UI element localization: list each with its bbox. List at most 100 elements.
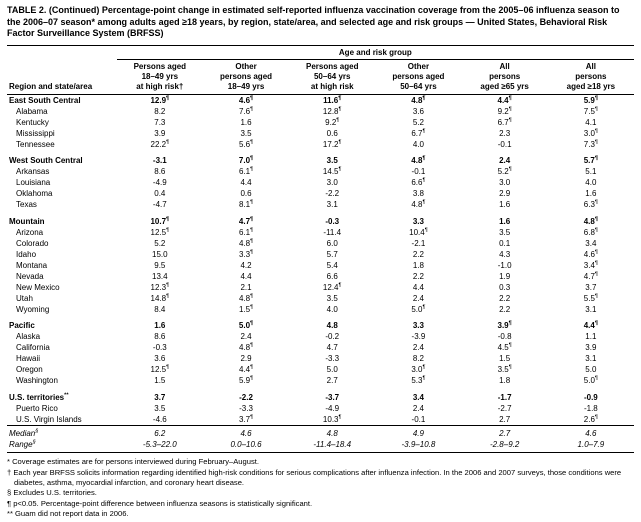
cell-value: 14.5¶: [322, 166, 342, 177]
row-label: Range§: [7, 438, 117, 454]
footnote-marker: ¶: [594, 138, 598, 145]
cell-value: 3.1: [326, 200, 338, 210]
footnote-marker: ¶: [422, 177, 426, 184]
footnote: ** Guam did not report data in 2006.: [7, 509, 129, 519]
footnote-marker: ¶: [166, 215, 170, 222]
footnote-marker: ¶: [250, 364, 254, 371]
cell-value: 4.6: [202, 425, 290, 440]
row-label: Puerto Rico: [16, 403, 58, 413]
cell-value: 22.2¶: [150, 138, 170, 149]
cell-value: 13.4: [152, 271, 168, 281]
table-header: Region and state/area Age and risk group…: [7, 45, 634, 96]
cell-value: 12.9¶: [150, 94, 170, 105]
row-label: Nevada: [16, 271, 44, 281]
cell-value: 3.3¶: [238, 248, 254, 259]
row-label: Hawaii: [16, 354, 41, 364]
cell-value: 4.4: [240, 271, 252, 281]
cell-value: 6.6: [326, 271, 338, 281]
row-label: U.S. Virgin Islands: [16, 414, 82, 424]
cell-value: 4.8¶: [238, 292, 254, 303]
cell-value: 0.4: [154, 189, 166, 199]
cell-value: 4.2: [240, 260, 252, 270]
cell-value: -2.2: [325, 189, 340, 199]
cell-value: 17.2¶: [322, 138, 342, 149]
footnote-marker: ¶: [338, 281, 342, 288]
cell-value: 1.6: [154, 321, 166, 331]
cell-value: 5.4: [326, 260, 338, 270]
table-row: Louisiana -4.9 4.4 3.0 6.6¶ 3.0 4.0: [7, 178, 634, 189]
cell-value: 5.1: [585, 167, 597, 177]
cell-value: 4.4: [412, 282, 424, 292]
cell-value: 3.9: [585, 343, 597, 353]
footnote-marker: ¶: [594, 226, 598, 233]
footnote-marker: ¶: [338, 138, 342, 145]
footnote-marker: ¶: [166, 226, 170, 233]
footnote-marker: §: [32, 438, 36, 445]
row-label: Montana: [16, 260, 48, 270]
cell-value: 5.2¶: [497, 166, 512, 177]
cell-value: 2.7: [461, 425, 548, 440]
cell-value: 8.6: [154, 332, 166, 342]
table-row: Oregon 12.5¶ 4.4¶ 5.0 3.0¶ 3.5¶ 5.0: [7, 365, 634, 376]
footnote-marker: ¶: [594, 155, 598, 162]
footnote-marker: ¶: [250, 155, 254, 162]
column-header-18-plus: All persons aged ≥18 yrs: [547, 59, 634, 96]
cell-value: 2.4: [240, 332, 252, 342]
cell-value: 5.5¶: [583, 292, 598, 303]
footnote-marker: ¶: [250, 199, 254, 206]
footnote: † Each year BRFSS solicits information r…: [7, 467, 622, 487]
cell-value: 3.5: [499, 227, 511, 237]
footnote-marker: ¶: [338, 94, 342, 101]
cell-value: 2.4: [412, 403, 424, 413]
row-label: Mountain: [9, 216, 45, 226]
cell-value: 5.9¶: [583, 94, 598, 105]
cell-value: 3.5¶: [497, 364, 512, 375]
footnote-marker: ¶: [250, 375, 254, 382]
cell-value: -1.8: [583, 403, 598, 413]
cell-value: 2.4: [499, 156, 511, 166]
table-row: Colorado 5.2 4.8¶ 6.0 -2.1 0.1 3.4: [7, 238, 634, 249]
cell-value: -11.4: [323, 227, 342, 237]
footnote-marker: ¶: [424, 226, 428, 233]
cell-value: -4.7: [152, 200, 167, 210]
cell-value: -1.0: [497, 260, 512, 270]
cell-value: 0.6: [240, 189, 252, 199]
cell-value: 12.5¶: [150, 226, 170, 237]
table-row: Utah 14.8¶ 4.8¶ 3.5 2.4 2.2 5.5¶: [7, 293, 634, 304]
footnote-marker: ¶: [422, 303, 426, 310]
footnote-marker: ¶: [422, 94, 426, 101]
cell-value: -0.9: [583, 392, 598, 402]
cell-value: 1.5¶: [238, 303, 254, 314]
footnote-marker: ¶: [250, 215, 254, 222]
table-row: Alabama 8.2 7.6¶ 12.8¶ 3.6 9.2¶ 7.5¶: [7, 106, 634, 117]
cell-value: 3.5: [240, 128, 252, 138]
row-label: New Mexico: [16, 282, 60, 292]
cell-value: 9.2¶: [325, 116, 340, 127]
cell-value: 5.7: [326, 249, 338, 259]
cell-value: 3.7¶: [238, 413, 254, 424]
cell-value: 5.2: [154, 238, 166, 248]
cell-value: 4.3: [499, 249, 511, 259]
cell-value: 2.7: [326, 376, 338, 386]
cell-value: 1.1: [585, 332, 597, 342]
cell-value: 12.8¶: [322, 105, 342, 116]
cell-value: 2.2: [412, 249, 424, 259]
cell-value: 12.4¶: [322, 281, 342, 292]
row-label: Median§: [7, 425, 117, 440]
footnote-marker: ¶: [508, 364, 512, 371]
column-header-18-49-other: Other persons aged 18–49 yrs: [202, 59, 290, 96]
cell-value: 4.4¶: [238, 364, 254, 375]
cell-value: 6.1¶: [238, 166, 254, 177]
cell-value: 0.3: [499, 282, 511, 292]
table-row: U.S. Virgin Islands -4.6 3.7¶ 10.3¶ -0.1 2.7 2…: [7, 414, 634, 426]
table-row: Median§ 6.2 4.6 4.8 4.9 2.7 4.6: [7, 425, 634, 440]
cell-value: -2.7: [497, 403, 512, 413]
cell-value: 9.5: [154, 260, 166, 270]
cell-value: -3.3: [239, 403, 253, 413]
row-label: West South Central: [9, 156, 83, 166]
column-header-row: Persons aged 18–49 yrs at high risk† Oth…: [7, 59, 634, 96]
table-row: Range§ -5.3–22.0 0.0–10.6 -11.4–18.4 -3.9–10…: [7, 438, 634, 454]
cell-value: 4.8: [326, 321, 338, 331]
footnote-marker: ¶: [338, 105, 342, 112]
cell-value: 6.8¶: [583, 226, 598, 237]
